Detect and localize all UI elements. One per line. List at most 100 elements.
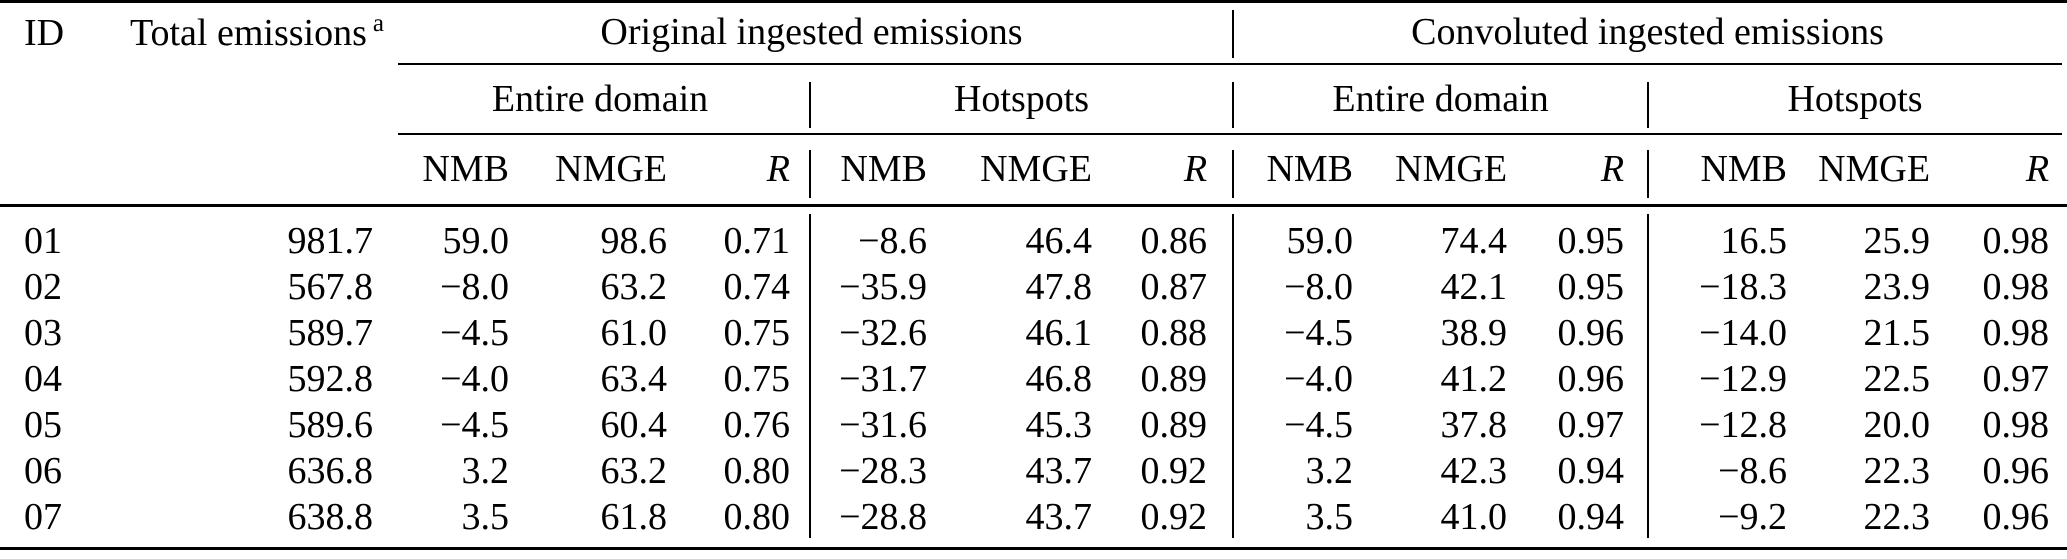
table-row: 01 981.7 59.0 98.6 0.71 −8.6 46.4 0.86 59.0 74.4 0… — [0, 204, 2062, 264]
value-cell: 592.8 — [287, 358, 374, 400]
column-divider — [1647, 214, 1649, 538]
value-cell: 567.8 — [287, 266, 374, 308]
value-cell: 3.5 — [1305, 496, 1354, 538]
metric-header-nmb: NMB — [1266, 148, 1354, 190]
value-cell: 0.95 — [1557, 220, 1625, 262]
metric-header-r: R — [1600, 148, 1625, 190]
value-cell: −4.0 — [440, 358, 509, 400]
value-cell: 0.92 — [1140, 496, 1208, 538]
value-cell: 0.98 — [1982, 266, 2050, 308]
group-header-rule — [398, 63, 2062, 65]
value-cell: −4.5 — [1284, 404, 1354, 446]
metric-header-nmge: NMGE — [980, 148, 1092, 190]
value-cell: 42.1 — [1440, 266, 1508, 308]
metric-header-nmb: NMB — [840, 148, 927, 190]
value-cell: 43.7 — [1025, 450, 1093, 492]
value-cell: 23.9 — [1863, 266, 1931, 308]
subgroup-header-rule — [398, 133, 2062, 135]
table-row: 06 636.8 3.2 63.2 0.80 −28.3 43.7 0.92 3.2 42.3 0.… — [0, 448, 2062, 494]
value-cell: 0.80 — [723, 496, 791, 538]
value-cell: 3.5 — [461, 496, 510, 538]
value-cell: 63.2 — [600, 450, 668, 492]
value-cell: 61.8 — [600, 496, 668, 538]
subgroup-convoluted-entire-domain: Entire domain — [1332, 78, 1549, 120]
value-cell: 20.0 — [1863, 404, 1931, 446]
row-id-cell: 03 — [24, 312, 62, 354]
value-cell: 0.98 — [1982, 220, 2050, 262]
value-cell: 589.7 — [287, 312, 374, 354]
value-cell: 0.96 — [1557, 312, 1625, 354]
value-cell: −12.9 — [1699, 358, 1788, 400]
header-row-groups: ID Total emissions a Original ingested em… — [0, 0, 2062, 64]
metric-header-r: R — [2025, 148, 2050, 190]
value-cell: 61.0 — [600, 312, 668, 354]
value-cell: −8.6 — [858, 220, 927, 262]
value-cell: −18.3 — [1699, 266, 1788, 308]
metric-header-nmb: NMB — [1700, 148, 1788, 190]
value-cell: 0.89 — [1140, 358, 1208, 400]
value-cell: 46.8 — [1025, 358, 1093, 400]
row-id-cell: 06 — [24, 450, 62, 492]
value-cell: 589.6 — [287, 404, 374, 446]
column-divider — [1647, 150, 1649, 198]
row-id-cell: 05 — [24, 404, 62, 446]
column-divider — [1647, 82, 1649, 128]
value-cell: 0.88 — [1140, 312, 1208, 354]
emissions-statistics-table: ID Total emissions a Original ingested em… — [0, 0, 2062, 540]
value-cell: 0.74 — [723, 266, 791, 308]
subgroup-convoluted-hotspots: Hotspots — [1787, 78, 1923, 120]
column-divider — [1232, 10, 1234, 58]
value-cell: 59.0 — [1286, 220, 1354, 262]
table-bottom-rule — [0, 547, 2067, 550]
value-cell: −8.0 — [440, 266, 509, 308]
value-cell: 22.5 — [1863, 358, 1931, 400]
metric-header-nmge: NMGE — [1395, 148, 1508, 190]
value-cell: 45.3 — [1025, 404, 1093, 446]
value-cell: 47.8 — [1025, 266, 1093, 308]
value-cell: 37.8 — [1440, 404, 1508, 446]
value-cell: 0.92 — [1140, 450, 1208, 492]
value-cell: 0.75 — [723, 312, 791, 354]
metric-header-nmge: NMGE — [555, 148, 667, 190]
value-cell: 41.0 — [1440, 496, 1508, 538]
table-row: 03 589.7 −4.5 61.0 0.75 −32.6 46.1 0.88 −4.5 38.9… — [0, 310, 2062, 356]
header-row-metrics: NMB NMGE R NMB NMGE R NMB NMGE R NMB NMG… — [0, 134, 2062, 204]
value-cell: 21.5 — [1863, 312, 1931, 354]
value-cell: −31.7 — [839, 358, 927, 400]
metric-header-nmge: NMGE — [1818, 148, 1931, 190]
value-cell: 22.3 — [1863, 496, 1931, 538]
table-row: 07 638.8 3.5 61.8 0.80 −28.8 43.7 0.92 3.5 41.0 0.… — [0, 494, 2062, 540]
subgroup-original-entire-domain: Entire domain — [491, 78, 709, 120]
total-emissions-label: Total emissions — [129, 12, 367, 54]
value-cell: 46.1 — [1025, 312, 1093, 354]
value-cell: 46.4 — [1025, 220, 1093, 262]
col-header-total-emissions: Total emissions a — [70, 0, 390, 204]
subgroup-original-hotspots: Hotspots — [953, 78, 1090, 120]
col-header-id: ID — [24, 12, 65, 54]
value-cell: −4.5 — [1284, 312, 1354, 354]
value-cell: −32.6 — [839, 312, 927, 354]
table-header: ID Total emissions a Original ingested em… — [0, 0, 2062, 204]
value-cell: −12.8 — [1699, 404, 1788, 446]
value-cell: 41.2 — [1440, 358, 1508, 400]
column-divider — [809, 82, 811, 128]
metric-header-nmb: NMB — [422, 148, 509, 190]
value-cell: 0.96 — [1982, 450, 2050, 492]
value-cell: −8.0 — [1284, 266, 1354, 308]
value-cell: 0.76 — [723, 404, 791, 446]
value-cell: 16.5 — [1720, 220, 1788, 262]
value-cell: 0.98 — [1982, 404, 2050, 446]
value-cell: −28.3 — [839, 450, 927, 492]
value-cell: 43.7 — [1025, 496, 1093, 538]
value-cell: −35.9 — [839, 266, 927, 308]
footnote-marker: a — [372, 10, 384, 37]
table-row: 02 567.8 −8.0 63.2 0.74 −35.9 47.8 0.87 −8.0 42.1… — [0, 264, 2062, 310]
value-cell: 0.97 — [1557, 404, 1625, 446]
value-cell: 0.89 — [1140, 404, 1208, 446]
value-cell: 0.80 — [723, 450, 791, 492]
metric-header-r: R — [766, 148, 790, 190]
value-cell: −4.0 — [1284, 358, 1354, 400]
value-cell: 42.3 — [1440, 450, 1508, 492]
row-id-cell: 01 — [24, 220, 62, 262]
value-cell: 25.9 — [1863, 220, 1931, 262]
